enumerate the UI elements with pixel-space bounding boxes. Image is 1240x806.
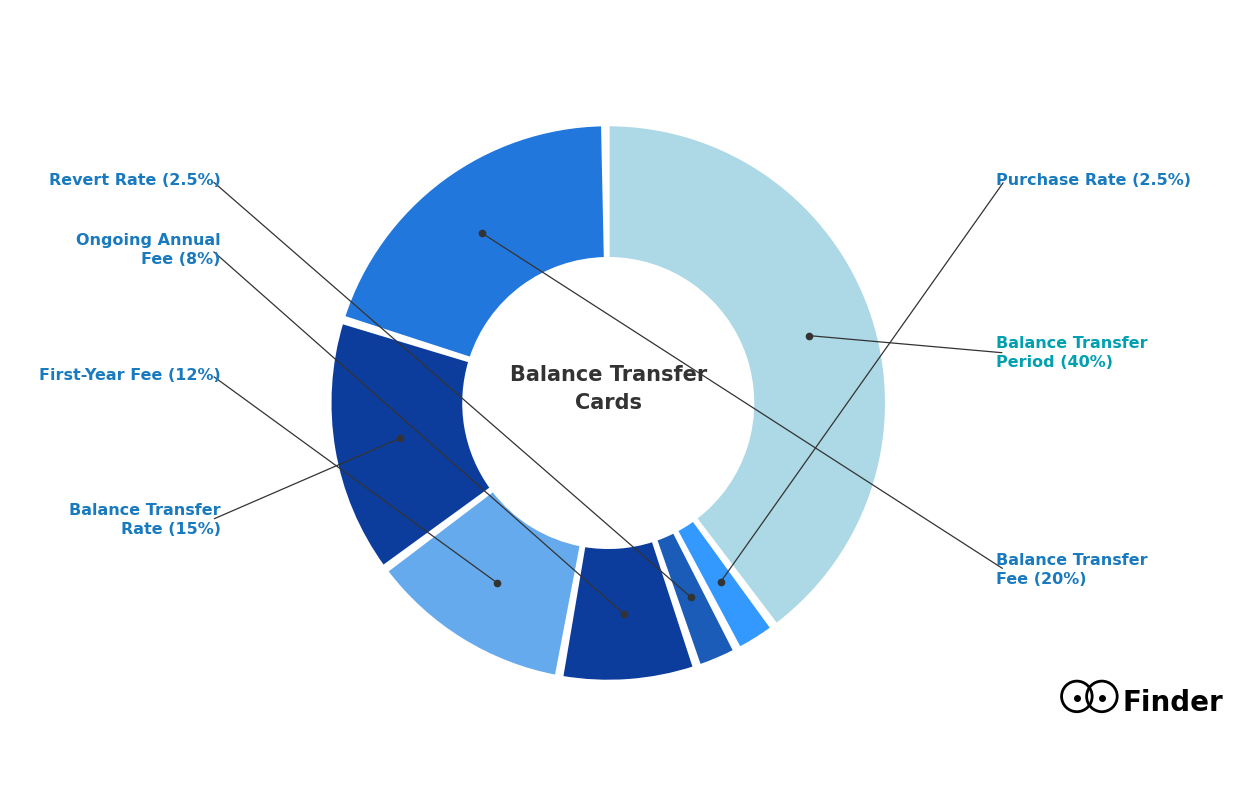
Wedge shape: [677, 520, 771, 648]
Text: Revert Rate (2.5%): Revert Rate (2.5%): [48, 173, 221, 188]
Text: Ongoing Annual
Fee (8%): Ongoing Annual Fee (8%): [76, 233, 221, 267]
Wedge shape: [343, 125, 605, 359]
Wedge shape: [656, 532, 734, 666]
Text: First-Year Fee (12%): First-Year Fee (12%): [38, 368, 221, 383]
Wedge shape: [609, 125, 887, 625]
Wedge shape: [330, 322, 491, 567]
Text: Balance Transfer
Rate (15%): Balance Transfer Rate (15%): [69, 503, 221, 537]
Text: Balance Transfer
Cards: Balance Transfer Cards: [510, 365, 707, 413]
Wedge shape: [562, 541, 694, 681]
Text: Finder: Finder: [1122, 689, 1224, 717]
Text: Balance Transfer
Fee (20%): Balance Transfer Fee (20%): [996, 553, 1147, 587]
Text: Balance Transfer
Period (40%): Balance Transfer Period (40%): [996, 336, 1147, 370]
Text: Purchase Rate (2.5%): Purchase Rate (2.5%): [996, 173, 1190, 188]
Wedge shape: [387, 490, 582, 676]
